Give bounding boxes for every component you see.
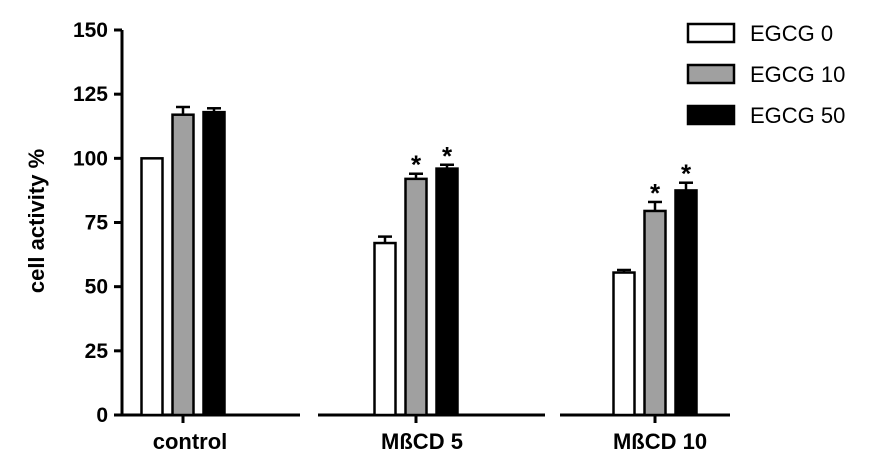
y-tick-label: 50	[85, 276, 108, 299]
y-tick-label: 100	[73, 147, 108, 170]
significance-marker: *	[681, 159, 692, 189]
legend-swatch	[686, 104, 736, 126]
x-category-label: MßCD 10	[613, 429, 707, 454]
bar	[404, 177, 428, 417]
legend-swatch	[686, 22, 736, 44]
bar	[202, 110, 226, 417]
bar	[171, 113, 195, 417]
plot-area: 0 25 50 75 100 125 150 control MßCD 5 MßCD 10 * * * *	[73, 19, 730, 454]
legend-label: EGCG 0	[750, 21, 833, 46]
bar	[140, 157, 164, 417]
bar	[674, 189, 698, 417]
legend: EGCG 0 EGCG 10 EGCG 50	[686, 21, 845, 128]
y-tick-label: 75	[85, 212, 109, 235]
x-category-label: control	[153, 429, 228, 454]
y-axis-title: cell activity %	[24, 149, 49, 293]
bar	[612, 271, 636, 417]
y-tick-label: 125	[73, 83, 108, 106]
legend-swatch	[686, 63, 736, 85]
y-tick-label: 0	[96, 404, 108, 427]
y-tick-label: 25	[85, 340, 109, 363]
bar	[643, 209, 667, 417]
y-tick-label: 150	[73, 19, 108, 42]
bar	[373, 241, 397, 417]
significance-marker: *	[411, 150, 422, 180]
bar	[435, 167, 459, 417]
legend-label: EGCG 50	[750, 103, 845, 128]
significance-marker: *	[650, 178, 661, 208]
legend-label: EGCG 10	[750, 62, 845, 87]
x-category-label: MßCD 5	[381, 429, 463, 454]
significance-marker: *	[442, 141, 453, 171]
